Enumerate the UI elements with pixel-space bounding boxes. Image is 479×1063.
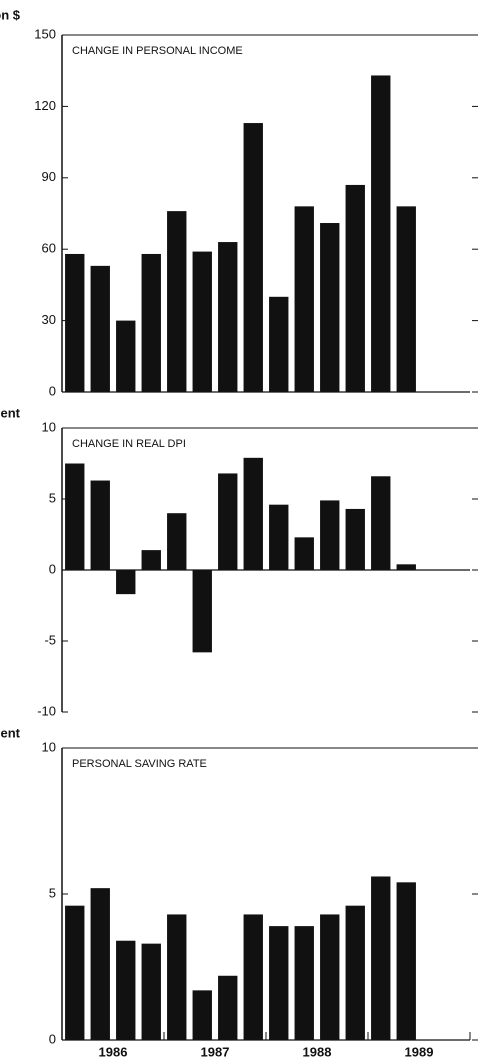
bar (192, 570, 212, 653)
bar (345, 905, 365, 1040)
bar (218, 975, 238, 1040)
bar (65, 253, 85, 392)
bar (65, 463, 85, 570)
bar (396, 206, 416, 392)
bar (294, 926, 314, 1040)
y-tick-label: 120 (34, 98, 56, 113)
y-tick-label: 10 (42, 739, 56, 754)
bar (90, 888, 110, 1040)
panel-title: PERSONAL SAVING RATE (72, 758, 207, 770)
bar (167, 914, 187, 1040)
bar (116, 570, 136, 595)
y-tick-label: -5 (44, 632, 56, 647)
bar (167, 211, 187, 392)
y-tick-label: 30 (42, 312, 56, 327)
y-tick-label: 0 (49, 1031, 56, 1046)
y-tick-label: 90 (42, 169, 56, 184)
bar (371, 75, 391, 393)
bar (218, 242, 238, 392)
bar (371, 876, 391, 1040)
y-tick-label: 5 (49, 885, 56, 900)
bar (243, 457, 263, 570)
bar (269, 504, 289, 570)
x-tick-label: 1989 (405, 1044, 434, 1059)
y-tick-label: 150 (34, 26, 56, 41)
y-axis-label: Percent (0, 725, 21, 740)
bar (320, 914, 340, 1040)
y-tick-label: 0 (49, 561, 56, 576)
bar (167, 513, 187, 570)
x-tick-label: 1986 (99, 1044, 128, 1059)
bar (218, 473, 238, 570)
bar (320, 223, 340, 392)
bar (396, 564, 416, 570)
y-tick-label: 5 (49, 490, 56, 505)
bar (192, 251, 212, 392)
bar (371, 476, 391, 570)
y-axis-label: Billion $ (0, 7, 21, 22)
bar (243, 914, 263, 1040)
panel-title: CHANGE IN PERSONAL INCOME (72, 45, 243, 57)
bar (90, 265, 110, 392)
x-tick-label: 1988 (303, 1044, 332, 1059)
y-tick-label: 0 (49, 383, 56, 398)
bar (320, 500, 340, 570)
bar (90, 480, 110, 570)
bar (141, 550, 161, 570)
bar (192, 990, 212, 1040)
y-tick-label: -10 (37, 703, 56, 718)
y-tick-label: 10 (42, 419, 56, 434)
panel-title: CHANGE IN REAL DPI (72, 438, 186, 450)
bar (141, 253, 161, 392)
bar (269, 926, 289, 1040)
bar (141, 943, 161, 1040)
bar (116, 940, 136, 1040)
bar (345, 508, 365, 570)
bar (269, 296, 289, 392)
bar (116, 320, 136, 392)
bar (294, 206, 314, 392)
bar (65, 905, 85, 1040)
bar (243, 123, 263, 392)
bar (345, 184, 365, 392)
x-tick-label: 1987 (201, 1044, 230, 1059)
bar (396, 882, 416, 1040)
y-tick-label: 60 (42, 241, 56, 256)
bar (294, 537, 314, 570)
y-axis-label: Percent (0, 405, 21, 420)
